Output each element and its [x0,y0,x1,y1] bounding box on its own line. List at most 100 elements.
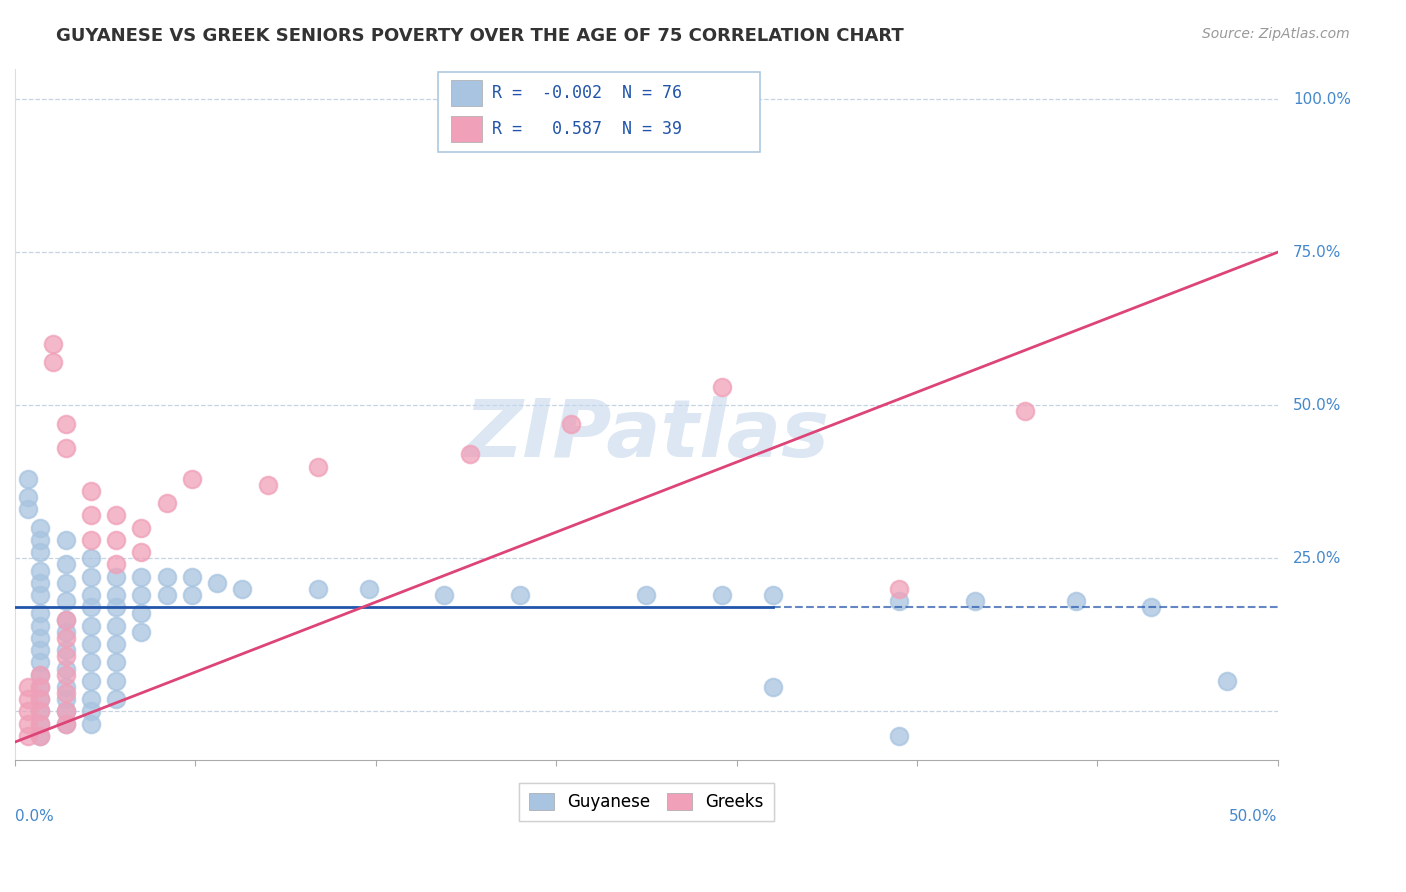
Point [80,716,103,731]
FancyBboxPatch shape [451,79,482,106]
Point [963,594,986,608]
Point [30,680,52,694]
Point [55,643,77,657]
Text: 50.0%: 50.0% [1229,809,1278,824]
Point [80,588,103,602]
Point [205,575,228,590]
Point [155,570,177,584]
Point [30,588,52,602]
Point [80,533,103,547]
Point [129,588,152,602]
Point [30,607,52,621]
Text: 100.0%: 100.0% [1294,92,1351,107]
Point [155,496,177,510]
Point [55,613,77,627]
Point [30,705,52,719]
Point [30,631,52,645]
Point [80,508,103,523]
Point [30,533,52,547]
Point [55,667,77,681]
Point [55,441,77,455]
Text: R =   0.587  N = 39: R = 0.587 N = 39 [492,120,682,137]
Point [80,600,103,615]
Point [17,472,39,486]
Point [1014,404,1036,418]
Point [55,686,77,700]
Point [55,716,77,731]
Point [80,656,103,670]
Point [80,483,103,498]
Point [129,545,152,559]
Point [30,705,52,719]
Point [105,533,128,547]
Point [80,692,103,706]
Point [30,680,52,694]
Text: R =  -0.002  N = 76: R = -0.002 N = 76 [492,84,682,102]
Point [180,472,202,486]
Point [80,570,103,584]
Point [42,337,65,351]
Point [30,716,52,731]
FancyBboxPatch shape [439,72,761,152]
Point [105,570,128,584]
Point [105,588,128,602]
Point [55,649,77,664]
Point [30,545,52,559]
Point [55,692,77,706]
Point [887,729,910,743]
Point [17,502,39,516]
Point [560,417,582,431]
Point [30,692,52,706]
Point [105,558,128,572]
Text: GUYANESE VS GREEK SENIORS POVERTY OVER THE AGE OF 75 CORRELATION CHART: GUYANESE VS GREEK SENIORS POVERTY OVER T… [56,27,904,45]
Point [105,637,128,651]
Point [55,662,77,676]
Point [256,478,278,492]
Point [458,447,481,461]
Point [80,673,103,688]
Point [30,575,52,590]
Point [80,551,103,566]
Point [55,680,77,694]
Point [55,558,77,572]
Text: 50.0%: 50.0% [1294,398,1341,413]
Point [17,716,39,731]
Point [636,588,658,602]
Point [55,417,77,431]
Point [1140,600,1163,615]
Point [509,588,531,602]
Point [30,692,52,706]
Point [1064,594,1087,608]
Point [433,588,456,602]
Point [180,570,202,584]
Point [155,588,177,602]
Point [80,705,103,719]
Point [105,600,128,615]
Point [307,582,329,596]
Point [357,582,380,596]
Point [30,656,52,670]
Point [129,607,152,621]
Point [129,521,152,535]
Point [105,656,128,670]
Point [30,716,52,731]
Point [30,618,52,632]
Point [887,594,910,608]
Point [80,618,103,632]
Point [30,729,52,743]
Point [80,637,103,651]
Legend: Guyanese, Greeks: Guyanese, Greeks [519,783,773,822]
Text: ZIPatlas: ZIPatlas [464,396,830,475]
Point [1216,673,1239,688]
Point [129,570,152,584]
Point [30,729,52,743]
Point [17,729,39,743]
Point [55,716,77,731]
Point [711,588,734,602]
Point [55,705,77,719]
Point [17,692,39,706]
Point [180,588,202,602]
Point [17,490,39,504]
Text: Source: ZipAtlas.com: Source: ZipAtlas.com [1202,27,1350,41]
Point [30,643,52,657]
